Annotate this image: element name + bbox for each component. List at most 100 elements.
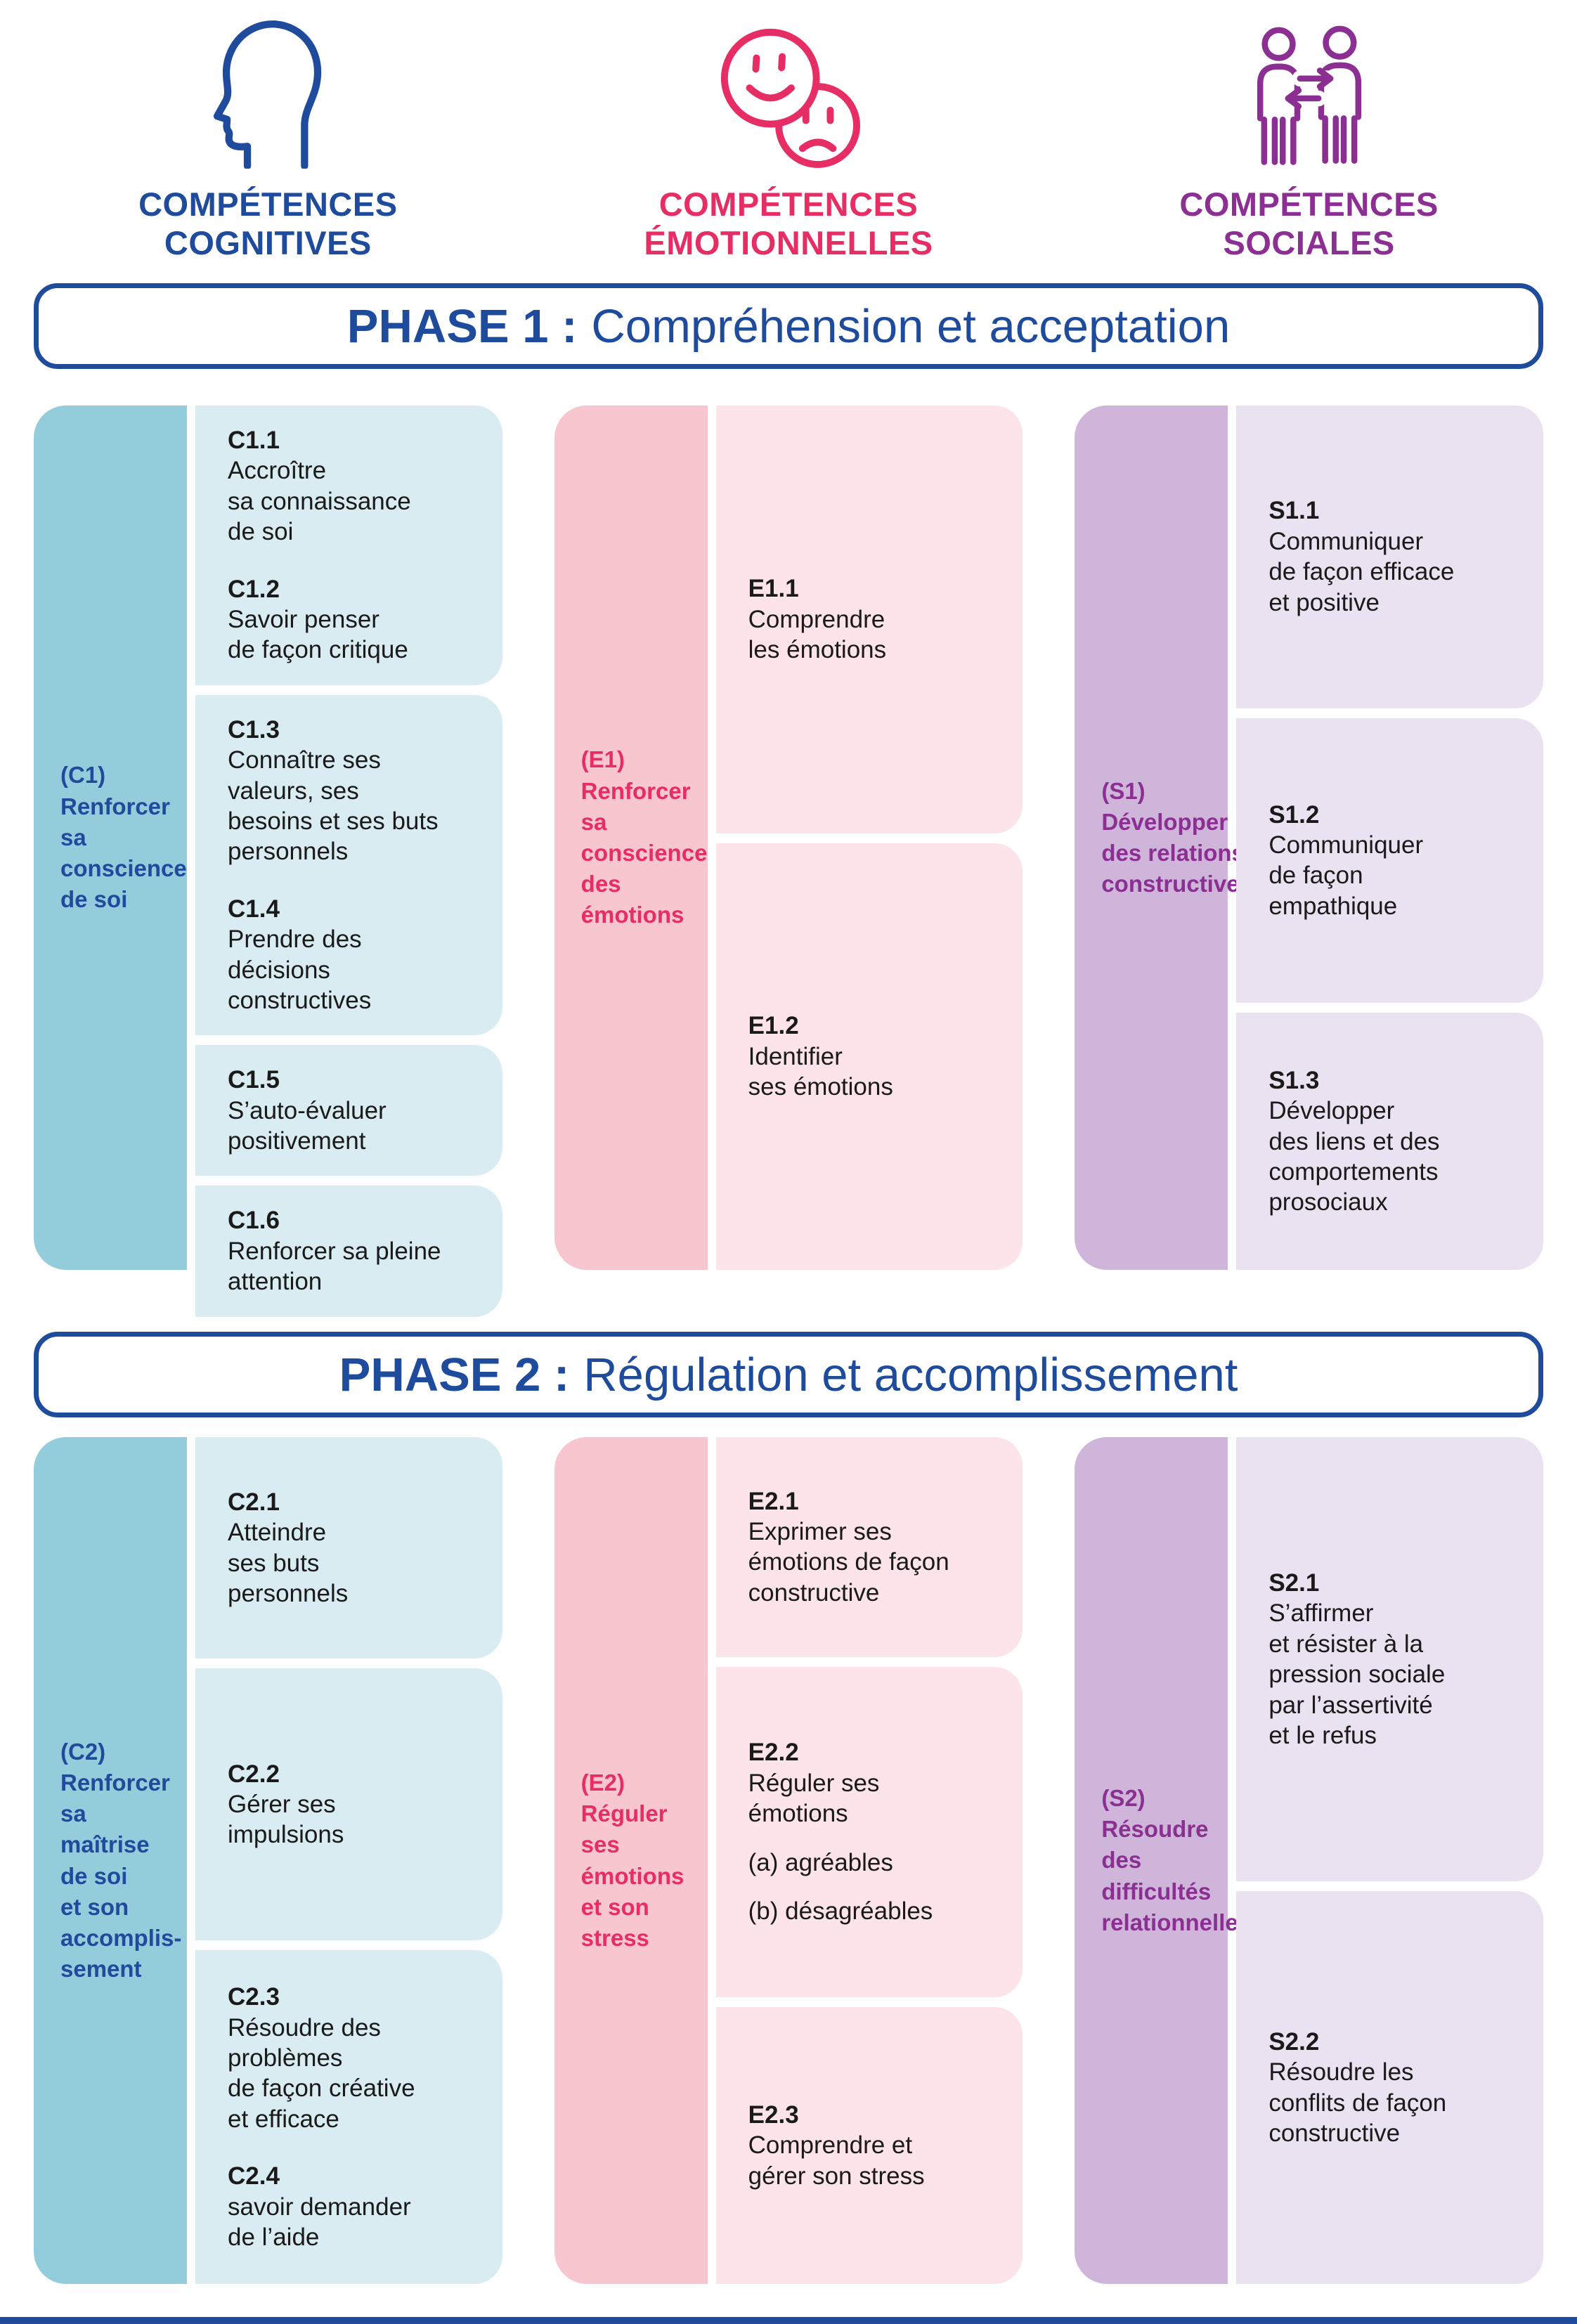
phase2-grid: (C2) Renforcer sa maîtrise de soi et son… [34,1437,1543,2285]
competency-item: C1.2 Savoir penser de façon critique [228,574,486,666]
cells-c1: C1.1 Accroître sa connaissance de soi C1… [195,405,502,1317]
item-code: E1.2 [748,1012,799,1040]
footer-bar [0,2317,1577,2324]
band-label: (S2) Résoudre des difficultés relationne… [1101,1784,1252,1935]
competency-item: E2.3 Comprendre et gérer son stress [748,2100,1006,2191]
competency-item: C2.4 savoir demander de l’aide [228,2161,486,2252]
phase1-grid: (C1) Renforcer sa conscience de soi C1.1… [34,405,1543,1317]
item-code: S1.1 [1268,497,1320,525]
item-text: Communiquer de façon efficace et positiv… [1268,527,1455,616]
item-text: Atteindre ses buts personnels [228,1519,349,1607]
item-code: C2.4 [228,2162,280,2190]
item-code: C2.3 [228,1983,280,2011]
competency-cell: E1.2 Identifier ses émotions [715,843,1023,1271]
competency-item: S2.1 S’affirmer et résister à la pressio… [1268,1568,1526,1751]
item-text: Prendre des décisions constructives [228,926,372,1014]
competency-cell: C2.2 Gérer ses impulsions [195,1668,502,1941]
phase-title-bold: PHASE 1 : [346,299,578,353]
item-code: C1.6 [228,1207,280,1235]
group-e2: (E2) Réguler ses émotions et son stress … [554,1437,1023,2285]
column-header-social: COMPÉTENCES SOCIALES [1075,15,1543,262]
phase-title-rest: Compréhension et acceptation [591,299,1231,353]
head-profile-icon [197,15,338,169]
smiley-faces-icon [713,15,864,169]
competency-item: E2.2 Réguler ses émotions (a) agréables … [748,1737,1006,1926]
item-text: Identifier ses émotions [748,1042,893,1101]
competency-cell: C1.3 Connaître ses valeurs, ses besoins … [195,694,502,1036]
item-text: Connaître ses valeurs, ses besoins et se… [228,746,439,866]
competency-item: C1.5 S’auto-évaluer positivement [228,1065,486,1156]
phase2-header: PHASE 2 : Régulation et accomplissement [34,1332,1543,1418]
band-label: (C1) Renforcer sa conscience de soi [60,762,187,913]
band-label: (E1) Renforcer sa conscience des émotion… [580,746,708,928]
item-code: C2.1 [228,1488,280,1516]
group-c1: (C1) Renforcer sa conscience de soi C1.1… [34,405,502,1317]
item-text: Accroître sa connaissance de soi [228,457,411,546]
column-header-emotional: COMPÉTENCES ÉMOTIONNELLES [554,15,1023,262]
item-code: E2.1 [748,1487,799,1515]
item-code: C1.4 [228,895,280,923]
people-exchange-icon [1239,15,1380,169]
competency-item: C2.2 Gérer ses impulsions [228,1759,486,1850]
column-title: COMPÉTENCES ÉMOTIONNELLES [644,186,933,261]
item-code: S2.1 [1268,1569,1320,1597]
item-code: S1.2 [1268,800,1320,829]
competency-item: S1.3 Développer des liens et des comport… [1268,1065,1526,1218]
band-e1: (E1) Renforcer sa conscience des émotion… [554,405,708,1271]
competency-item: S1.1 Communiquer de façon efficace et po… [1268,495,1526,618]
competency-cell: C2.1 Atteindre ses buts personnels [195,1437,502,1659]
column-header-cognitive: COMPÉTENCES COGNITIVES [34,15,502,262]
competency-item: E1.1 Comprendre les émotions [748,573,1006,665]
competency-cell: E2.3 Comprendre et gérer son stress [715,2007,1023,2285]
item-text: Gérer ses impulsions [228,1791,344,1849]
item-text: Communiquer de façon empathique [1268,831,1424,920]
item-code: S2.2 [1268,2027,1320,2056]
competency-item: C2.3 Résoudre des problèmes de façon cré… [228,1982,486,2134]
item-text: Résoudre des problèmes de façon créative… [228,2013,415,2133]
group-e1: (E1) Renforcer sa conscience des émotion… [554,405,1023,1271]
cells-s2: S2.1 S’affirmer et résister à la pressio… [1236,1437,1543,2285]
item-text: Développer des liens et des comportement… [1268,1097,1440,1216]
item-text: Renforcer sa pleine attention [228,1237,441,1296]
band-label: (S1) Développer des relations constructi… [1101,777,1252,897]
band-s2: (S2) Résoudre des difficultés relationne… [1075,1437,1251,2285]
competency-cell: C1.6 Renforcer sa pleine attention [195,1186,502,1317]
competency-cell: E2.2 Réguler ses émotions (a) agréables … [715,1666,1023,1998]
competency-item: S2.2 Résoudre les conflits de façon cons… [1268,2027,1526,2149]
item-text: Réguler ses émotions [748,1769,880,1828]
cells-e2: E2.1 Exprimer ses émotions de façon cons… [715,1437,1023,2285]
competency-item: C1.4 Prendre des décisions constructives [228,894,486,1016]
competency-cell: E2.1 Exprimer ses émotions de façon cons… [715,1437,1023,1657]
competency-cell: S1.3 Développer des liens et des comport… [1236,1013,1543,1271]
phase-title-rest: Régulation et accomplissement [583,1348,1238,1401]
column-title: COMPÉTENCES COGNITIVES [138,186,398,261]
item-text: savoir demander de l’aide [228,2193,411,2251]
item-code: C1.2 [228,575,280,603]
competency-cell: C1.5 S’auto-évaluer positivement [195,1045,502,1176]
item-text: Exprimer ses émotions de façon construct… [748,1517,949,1606]
item-code: C1.5 [228,1066,280,1094]
item-code: C2.2 [228,1760,280,1788]
column-title: COMPÉTENCES SOCIALES [1179,186,1439,261]
item-text: S’affirmer et résister à la pression soc… [1268,1599,1446,1749]
competency-item: C1.1 Accroître sa connaissance de soi [228,425,486,547]
competency-cell: S1.1 Communiquer de façon efficace et po… [1236,405,1543,708]
item-code: C1.1 [228,427,280,455]
item-code: E2.2 [748,1739,799,1767]
competency-item: S1.2 Communiquer de façon empathique [1268,800,1526,922]
competency-item: E1.2 Identifier ses émotions [748,1011,1006,1102]
competency-cell: C1.1 Accroître sa connaissance de soi C1… [195,405,502,685]
band-e2: (E2) Réguler ses émotions et son stress [554,1437,708,2285]
competency-cell: S2.1 S’affirmer et résister à la pressio… [1236,1437,1543,1882]
band-c1: (C1) Renforcer sa conscience de soi [34,405,187,1271]
item-code: C1.3 [228,715,280,744]
icons-row: COMPÉTENCES COGNITIVES COMPÉTENCES ÉMOTI… [0,0,1577,262]
group-s1: (S1) Développer des relations constructi… [1075,405,1543,1271]
item-text: Comprendre les émotions [748,605,887,663]
cells-e1: E1.1 Comprendre les émotions E1.2 Identi… [715,405,1023,1271]
competency-cell: E1.1 Comprendre les émotions [715,405,1023,833]
competency-cell: S1.2 Communiquer de façon empathique [1236,718,1543,1004]
item-code: E2.3 [748,2101,799,2129]
band-label: (C2) Renforcer sa maîtrise de soi et son… [60,1738,182,1982]
